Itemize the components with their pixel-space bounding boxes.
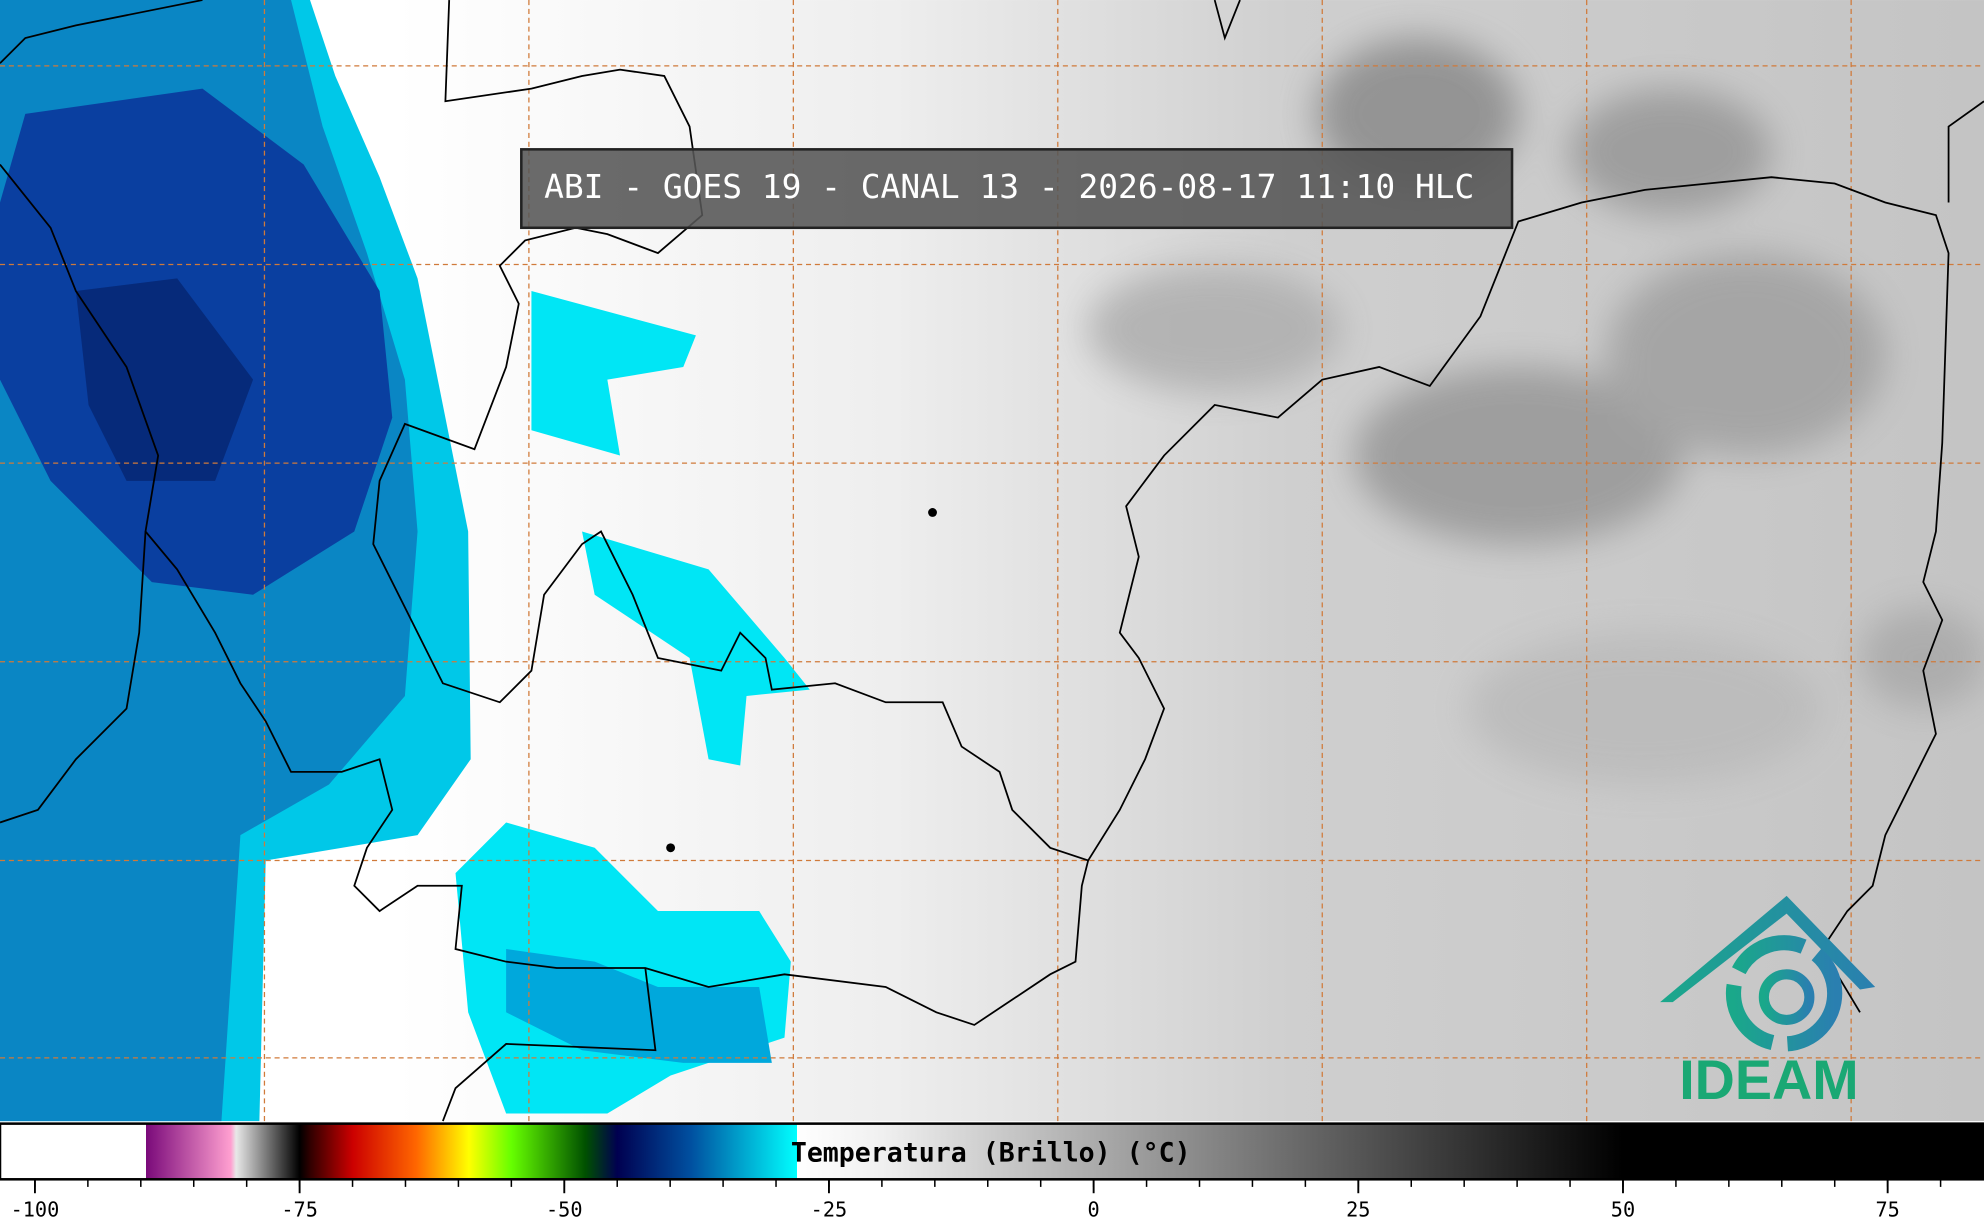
title: ABI - GOES 19 - CANAL 13 - 2026-08-17 11… [544,167,1474,206]
title-box: ABI - GOES 19 - CANAL 13 - 2026-08-17 11… [520,148,1514,230]
colorbar: Temperatura (Brillo) (°C) -100 -75 -50 -25 0… [0,1122,1984,1221]
logo: IDEAM [1660,895,1876,1111]
tick-label: -25 [811,1197,848,1221]
logo-text: IDEAM [1679,1049,1858,1111]
colorbar-label: Temperatura (Brillo) (°C) [791,1138,1191,1169]
borders [0,0,1984,1122]
tick-label: -75 [281,1197,318,1221]
tick-label: -50 [546,1197,583,1221]
colorbar-gradient [0,1122,1984,1181]
tick-label: 25 [1346,1197,1370,1221]
tick-label: -100 [11,1197,60,1221]
tick-label: 75 [1875,1197,1899,1221]
tick-label: 50 [1611,1197,1635,1221]
tick-label: 0 [1088,1197,1100,1221]
grid [0,0,1984,1122]
